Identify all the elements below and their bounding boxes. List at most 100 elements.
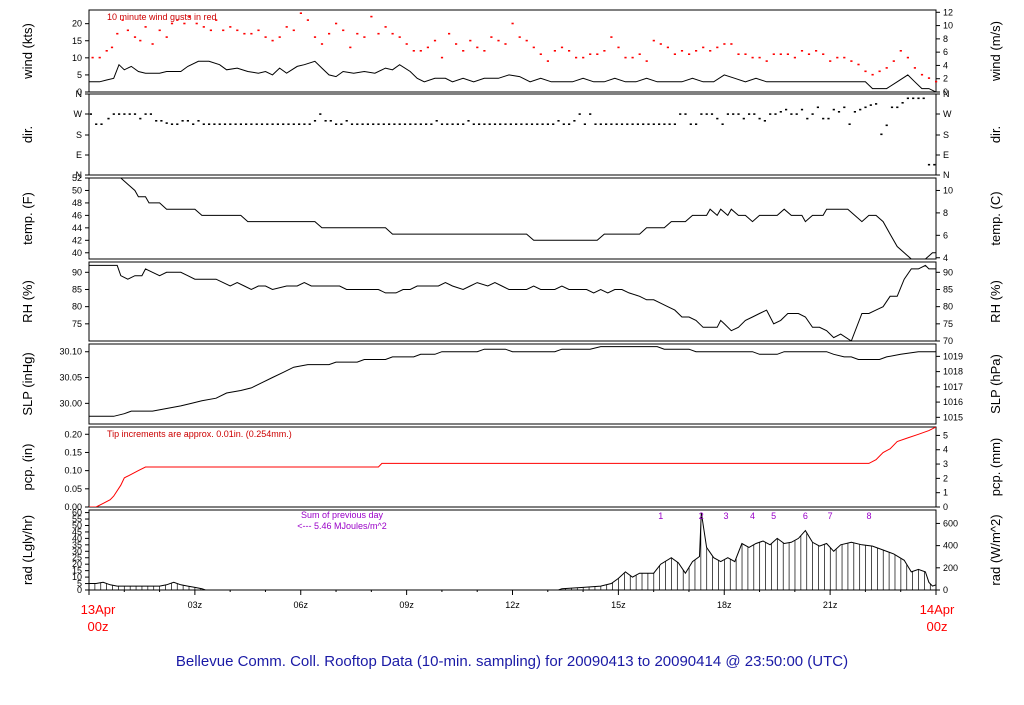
- data-point-dir: [260, 123, 264, 125]
- left-tick-label-rad: 35: [72, 540, 82, 550]
- data-point-wind: [546, 60, 549, 62]
- data-point-wind: [398, 36, 401, 38]
- data-point-dir: [192, 123, 195, 125]
- right-tick-label-rad: 200: [943, 563, 958, 573]
- data-point-wind: [490, 36, 493, 38]
- data-point-wind: [645, 60, 648, 62]
- left-tick-label-temp: 50: [72, 185, 82, 195]
- data-point-wind: [91, 56, 94, 59]
- right-tick-label-slp: 1015: [943, 412, 963, 422]
- right-tick-label-dir: E: [943, 150, 949, 160]
- data-point-wind: [391, 32, 394, 35]
- data-point-wind: [857, 63, 860, 66]
- data-point-dir: [213, 123, 216, 125]
- data-point-wind: [659, 43, 662, 45]
- right-tick-label-wind: 8: [943, 34, 948, 44]
- data-point-dir: [255, 123, 258, 125]
- rad-sum-value: <--- 5.46 MJoules/m^2: [297, 521, 387, 531]
- annotation-wind: 10 minute wind gusts in red: [107, 12, 217, 22]
- left-tick-label-dir: E: [76, 150, 82, 160]
- right-tick-label-dir: N: [943, 170, 950, 180]
- data-point-dir: [197, 120, 200, 122]
- data-point-dir: [425, 123, 428, 125]
- right-tick-label-slp: 1016: [943, 397, 963, 407]
- data-point-dir: [499, 123, 502, 125]
- left-tick-label-pcp: 0.05: [64, 484, 82, 494]
- panel-frame-dir: [88, 93, 937, 176]
- data-point-dir: [822, 117, 825, 120]
- data-point-wind: [195, 22, 198, 25]
- left-tick-label-slp: 30.00: [59, 398, 82, 408]
- data-point-wind: [183, 22, 186, 25]
- data-point-dir: [520, 123, 523, 125]
- data-point-wind: [158, 29, 161, 32]
- right-tick-label-rad: 0: [943, 585, 948, 595]
- data-point-dir: [176, 123, 179, 125]
- data-point-dir: [864, 106, 867, 109]
- data-point-dir: [123, 113, 126, 115]
- y-label-right-rh: RH (%): [988, 280, 1003, 323]
- rad-marker-2: 2: [699, 511, 704, 521]
- data-point-dir: [800, 108, 804, 111]
- data-point-dir: [100, 123, 103, 125]
- data-point-dir: [631, 123, 634, 125]
- data-point-dir: [128, 113, 131, 115]
- y-label-right-slp: SLP (hPa): [988, 354, 1003, 414]
- data-point-dir: [329, 120, 332, 122]
- left-tick-label-pcp: 0.20: [64, 429, 82, 439]
- left-tick-label-wind: 10: [72, 53, 82, 63]
- left-tick-label-wind: 15: [72, 36, 82, 46]
- data-point-wind: [807, 53, 811, 55]
- data-point-dir: [440, 123, 444, 125]
- data-point-wind: [871, 73, 874, 76]
- data-point-dir: [467, 120, 470, 122]
- data-point-dir: [372, 123, 375, 125]
- data-point-wind: [433, 39, 437, 42]
- data-point-dir: [350, 123, 354, 125]
- left-tick-label-temp: 52: [72, 173, 82, 183]
- right-tick-label-dir: S: [943, 130, 949, 140]
- left-tick-label-rh: 80: [72, 302, 82, 312]
- data-point-dir: [568, 123, 571, 125]
- data-point-wind: [822, 53, 825, 55]
- data-point-wind: [243, 32, 246, 35]
- data-point-wind: [176, 19, 179, 21]
- data-point-wind: [356, 32, 359, 35]
- right-tick-label-pcp: 5: [943, 430, 948, 440]
- right-tick-label-rad: 400: [943, 541, 958, 551]
- data-point-dir: [292, 123, 295, 125]
- right-tick-label-rh: 70: [943, 336, 953, 346]
- rad-marker-8: 8: [866, 511, 871, 521]
- data-point-wind: [202, 26, 205, 28]
- right-tick-label-rh: 90: [943, 267, 953, 277]
- left-tick-label-rad: 50: [72, 520, 82, 530]
- x-tick-label: 12z: [505, 600, 520, 610]
- data-point-dir: [716, 117, 719, 120]
- left-tick-label-rad: 20: [72, 559, 82, 569]
- data-point-dir: [737, 113, 740, 115]
- data-point-dir: [859, 108, 862, 111]
- series-line-temp: [89, 178, 936, 259]
- data-point-wind: [850, 60, 853, 62]
- data-point-dir: [202, 123, 205, 125]
- data-point-dir: [462, 123, 465, 125]
- data-point-wind: [229, 26, 232, 28]
- data-point-wind: [483, 50, 486, 52]
- right-tick-label-dir: N: [943, 89, 950, 99]
- y-label-left-slp: SLP (inHg): [20, 352, 35, 415]
- data-point-wind: [695, 50, 698, 52]
- left-tick-label-wind: 5: [77, 70, 82, 80]
- data-point-wind: [121, 19, 124, 21]
- data-point-wind: [525, 39, 528, 42]
- left-tick-label-temp: 44: [72, 223, 82, 233]
- data-point-dir: [763, 120, 766, 122]
- data-point-wind: [779, 53, 782, 55]
- data-point-dir: [779, 111, 782, 113]
- data-point-wind: [709, 50, 712, 52]
- right-tick-label-wind: 10: [943, 21, 953, 31]
- data-point-dir: [922, 97, 925, 100]
- data-point-dir: [626, 123, 629, 125]
- data-point-dir: [403, 123, 407, 125]
- series-line-pcp: [89, 427, 936, 507]
- data-point-dir: [795, 113, 798, 115]
